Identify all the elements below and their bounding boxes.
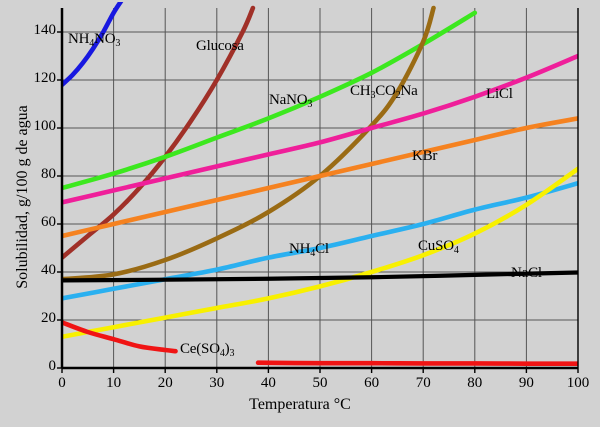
x-tick-label: 50 [312, 375, 328, 391]
curve-label-KBr: KBr [412, 148, 438, 164]
x-axis-title: Temperatura °C [249, 396, 351, 413]
curve-NaNO3 [62, 10, 478, 191]
x-tick-label: 90 [518, 375, 534, 391]
curve-CuSO4 [62, 166, 578, 340]
curve-LiCl [62, 53, 578, 205]
curve-Ce(SO4)3-descending [62, 320, 178, 354]
data-curves [62, 2, 578, 366]
y-tick-label: 40 [41, 262, 56, 278]
curve-KBr [62, 116, 578, 239]
axis-ticks [57, 31, 579, 373]
curve-label-NaCl: NaCl [511, 265, 542, 281]
y-tick-label: 120 [33, 70, 57, 86]
curve-label-NaNO3: NaNO3 [269, 92, 313, 110]
curve-NaCl [62, 270, 578, 283]
y-tick-label: 100 [33, 118, 57, 134]
curve-label-CH3CO2Na: CH3CO2Na [350, 83, 418, 101]
y-tick-label: 20 [41, 310, 56, 326]
x-tick-label: 60 [364, 375, 380, 391]
curve-label-Ce(SO4)3: Ce(SO4)3 [180, 341, 235, 359]
x-tick-label: 10 [106, 375, 122, 391]
curve-label-NH4NO3: NH4NO3 [68, 31, 121, 49]
x-tick-label: 100 [566, 375, 590, 391]
y-tick-label: 0 [48, 358, 57, 374]
x-tick-label: 0 [58, 375, 66, 391]
curve-label-CuSO4: CuSO4 [418, 238, 459, 256]
curve-label-NH4Cl: NH4Cl [289, 241, 329, 259]
curve-label-Glucosa: Glucosa [196, 38, 244, 54]
x-tick-label: 20 [157, 375, 173, 391]
curve-CH3CO2Na [62, 5, 436, 282]
y-tick-label: 140 [33, 22, 57, 38]
x-tick-label: 80 [467, 375, 483, 391]
x-tick-label: 30 [209, 375, 225, 391]
y-tick-label: 80 [41, 166, 56, 182]
x-tick-label: 40 [260, 375, 276, 391]
curve-NH4Cl [62, 180, 578, 301]
curve-label-LiCl: LiCl [486, 86, 513, 102]
y-axis-title: Solubilidad, g/100 g de agua [14, 105, 31, 289]
curve-Ce(SO4)3-tail [255, 360, 578, 366]
curve-NH4NO3 [62, 2, 124, 88]
x-tick-label: 70 [415, 375, 431, 391]
y-tick-label: 60 [41, 214, 56, 230]
